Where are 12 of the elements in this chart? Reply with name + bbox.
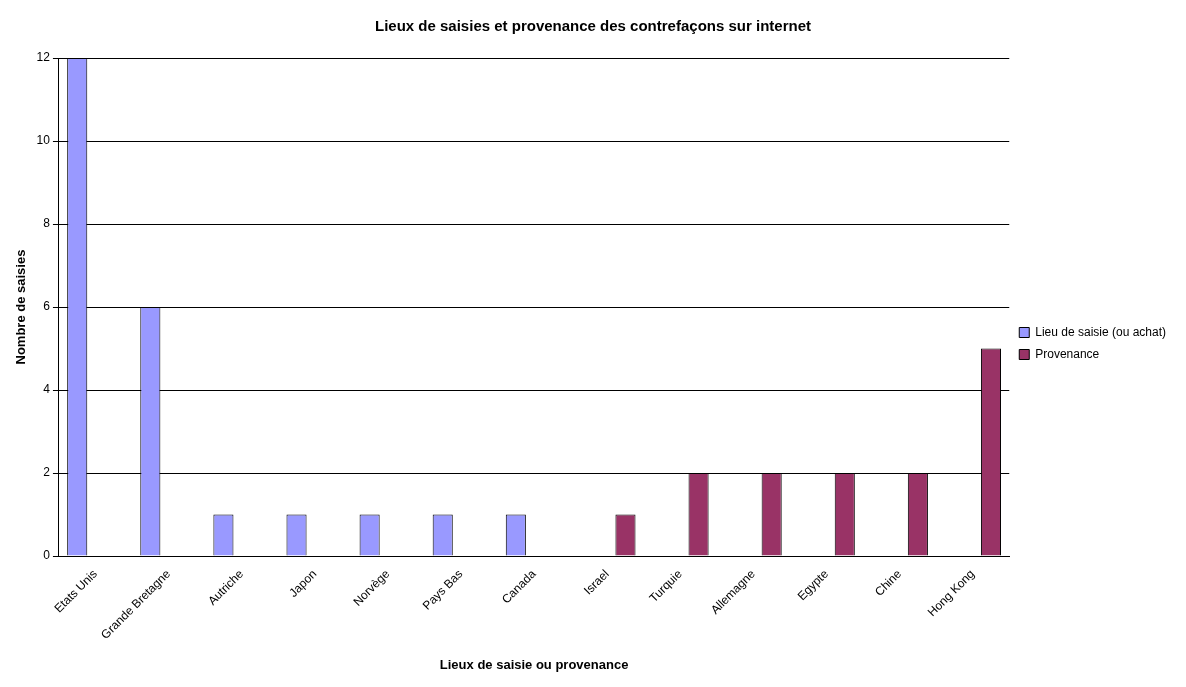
y-tick-label: 12 <box>36 50 51 65</box>
legend-label: Lieu de saisie (ou achat) <box>1035 324 1166 339</box>
y-tick-label: 4 <box>43 382 51 397</box>
y-tick-label: 6 <box>43 299 51 314</box>
x-axis-title: Lieux de saisie ou provenance <box>439 656 629 672</box>
y-tick-label: 8 <box>43 216 51 231</box>
y-tick-label: 10 <box>36 133 51 148</box>
y-axis-title: Nombre de saisies <box>13 249 29 365</box>
y-tick-label: 0 <box>43 548 51 563</box>
chart-title: Lieux de saisies et provenance des contrefaçons sur internet <box>375 17 811 35</box>
legend-label: Provenance <box>1035 346 1100 361</box>
y-tick-label: 2 <box>43 465 51 480</box>
